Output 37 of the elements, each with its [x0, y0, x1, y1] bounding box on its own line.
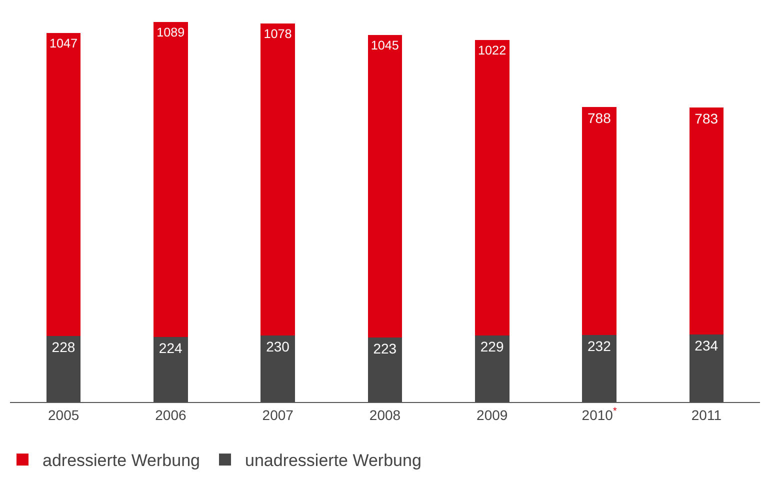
data-label: 229: [480, 338, 504, 355]
data-label: 234: [694, 337, 718, 354]
data-label: 228: [52, 339, 76, 356]
data-label: 1047: [49, 36, 78, 51]
data-label: 232: [588, 338, 612, 354]
legend-label: adressierte Werbung: [42, 451, 200, 470]
x-tick-label: 2008: [369, 406, 401, 423]
x-tick-label: 2009: [476, 406, 508, 423]
bar: [689, 334, 724, 402]
x-tick-label: 2006: [155, 406, 186, 423]
data-label: 230: [266, 338, 290, 354]
bar: [46, 33, 81, 336]
bar: [368, 337, 402, 402]
x-tick-label: 2011: [691, 406, 722, 423]
data-label: 783: [694, 110, 718, 127]
bar: [46, 336, 81, 402]
bar: [689, 108, 724, 334]
bar: [582, 334, 616, 402]
bar: [260, 23, 295, 336]
data-label: 1078: [264, 27, 292, 42]
bar: [475, 336, 510, 402]
bar: [475, 40, 510, 336]
bar: [260, 335, 295, 402]
bar: [582, 106, 616, 335]
data-label: 223: [373, 340, 397, 356]
data-label: 1089: [156, 26, 185, 40]
data-label: 1022: [478, 44, 506, 58]
bar: [368, 35, 402, 338]
x-tick-label: 2007: [262, 406, 294, 423]
data-label: 1045: [370, 38, 399, 53]
data-label: 788: [588, 110, 612, 126]
legend-label: unadressierte Werbung: [245, 451, 422, 470]
bar: [154, 22, 188, 338]
bar: [154, 337, 188, 402]
x-tick-label: 2005: [48, 406, 80, 423]
x-tick-label: 2010$^{*}$: [582, 406, 617, 423]
data-label: 224: [158, 340, 182, 356]
